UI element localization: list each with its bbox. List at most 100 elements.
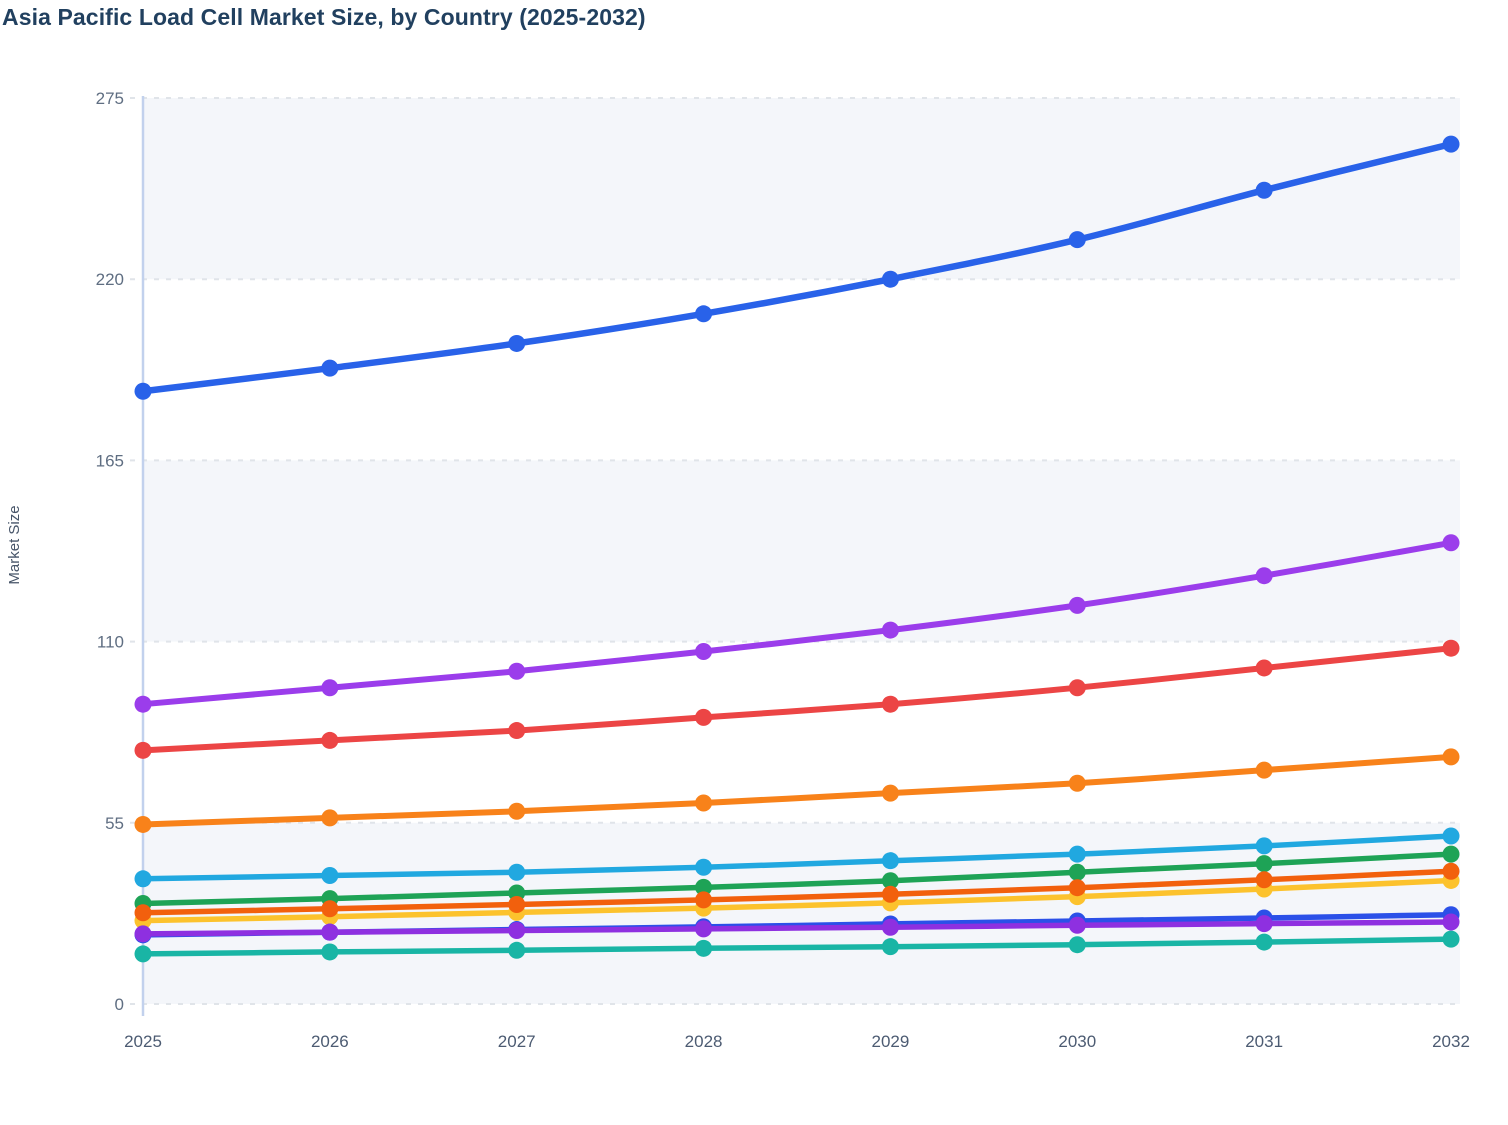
series-series-05-cyan — [134, 827, 1460, 888]
series-series-03-red — [134, 639, 1460, 759]
y-tick-label: 275 — [96, 89, 124, 108]
series-series-11-teal — [134, 930, 1460, 963]
series-01-blue-point-2027[interactable] — [508, 334, 526, 352]
series-04-orange-line — [140, 753, 1454, 828]
series-03-red-point-2030[interactable] — [1068, 679, 1086, 697]
series-07-orange2-line — [140, 868, 1454, 916]
series-series-07-orange2 — [134, 862, 1460, 922]
series-01-blue-point-2029[interactable] — [881, 270, 899, 288]
series-series-02-purple — [134, 534, 1460, 713]
x-tick-label: 2030 — [1058, 1032, 1096, 1051]
series-05-cyan-point-2029[interactable] — [881, 852, 899, 870]
series-03-red-point-2029[interactable] — [881, 695, 899, 713]
series-10-violet-point-2026[interactable] — [321, 923, 339, 941]
series-07-orange2-point-2032[interactable] — [1442, 862, 1460, 880]
series-02-purple-point-2025[interactable] — [134, 695, 152, 713]
series-04-orange-point-2025[interactable] — [134, 815, 152, 833]
series-05-cyan-line — [140, 833, 1454, 882]
series-01-blue-point-2031[interactable] — [1255, 181, 1273, 199]
series-07-orange2-point-2031[interactable] — [1255, 871, 1273, 889]
series-03-red-point-2032[interactable] — [1442, 639, 1460, 657]
series-03-red-point-2026[interactable] — [321, 731, 339, 749]
series-11-teal-point-2030[interactable] — [1068, 936, 1086, 954]
series-10-violet-point-2031[interactable] — [1255, 915, 1273, 933]
series-05-cyan-point-2032[interactable] — [1442, 827, 1460, 845]
series-03-red-point-2028[interactable] — [695, 708, 713, 726]
series-04-orange-point-2029[interactable] — [881, 784, 899, 802]
series-10-violet-point-2028[interactable] — [695, 920, 713, 938]
series-01-blue-point-2026[interactable] — [321, 359, 339, 377]
series-10-violet-point-2029[interactable] — [881, 918, 899, 936]
series-01-blue-point-2025[interactable] — [134, 382, 152, 400]
chart-title: Asia Pacific Load Cell Market Size, by C… — [2, 4, 646, 30]
series-11-teal-point-2027[interactable] — [508, 941, 526, 959]
series-10-violet-point-2032[interactable] — [1442, 913, 1460, 931]
x-tick-label: 2026 — [311, 1032, 349, 1051]
series-01-blue-point-2030[interactable] — [1068, 231, 1086, 249]
x-tick-label: 2025 — [124, 1032, 162, 1051]
series-05-cyan-point-2026[interactable] — [321, 867, 339, 885]
series-07-orange2-point-2025[interactable] — [134, 904, 152, 922]
series-05-cyan-point-2028[interactable] — [695, 858, 713, 876]
gridlines — [130, 97, 1460, 1005]
series-05-cyan-point-2027[interactable] — [508, 863, 526, 881]
series-series-06-green — [134, 845, 1460, 913]
series-03-red-point-2025[interactable] — [134, 741, 152, 759]
series-04-orange-point-2028[interactable] — [695, 794, 713, 812]
series-07-orange2-point-2029[interactable] — [881, 885, 899, 903]
series-04-orange-point-2031[interactable] — [1255, 761, 1273, 779]
series-05-cyan-point-2031[interactable] — [1255, 837, 1273, 855]
series-11-teal-point-2031[interactable] — [1255, 933, 1273, 951]
series-10-violet-point-2025[interactable] — [134, 925, 152, 943]
y-tick-label: 165 — [96, 451, 124, 470]
series-11-teal-point-2028[interactable] — [695, 939, 713, 957]
series-11-teal-point-2029[interactable] — [881, 938, 899, 956]
series-07-orange2-point-2030[interactable] — [1068, 879, 1086, 897]
series-03-red-point-2031[interactable] — [1255, 659, 1273, 677]
y-tick-label: 0 — [115, 995, 124, 1014]
series-01-blue-point-2028[interactable] — [695, 305, 713, 323]
series-02-purple-point-2026[interactable] — [321, 679, 339, 697]
series-06-green-point-2030[interactable] — [1068, 863, 1086, 881]
series-06-green-point-2032[interactable] — [1442, 845, 1460, 863]
series-02-purple-point-2032[interactable] — [1442, 534, 1460, 552]
series-05-cyan-point-2025[interactable] — [134, 870, 152, 888]
series-02-purple-point-2031[interactable] — [1255, 567, 1273, 585]
series-02-purple-point-2030[interactable] — [1068, 596, 1086, 614]
series-03-red-line — [140, 645, 1454, 754]
series-06-green-point-2029[interactable] — [881, 872, 899, 890]
series-11-teal-point-2025[interactable] — [134, 945, 152, 963]
series-series-04-orange — [134, 748, 1460, 833]
series-01-blue-point-2032[interactable] — [1442, 135, 1460, 153]
series-11-teal-point-2026[interactable] — [321, 943, 339, 961]
series-07-orange2-point-2028[interactable] — [695, 891, 713, 909]
series-01-blue-line — [139, 140, 1455, 395]
x-tick-label: 2028 — [685, 1032, 723, 1051]
series-07-orange2-point-2027[interactable] — [508, 896, 526, 914]
series-05-cyan-point-2030[interactable] — [1068, 845, 1086, 863]
series-02-purple-point-2029[interactable] — [881, 621, 899, 639]
series-02-purple-point-2027[interactable] — [508, 662, 526, 680]
y-tick-label: 220 — [96, 270, 124, 289]
series-11-teal-point-2032[interactable] — [1442, 930, 1460, 948]
background-band — [143, 98, 1460, 280]
x-tick-label: 2027 — [498, 1032, 536, 1051]
series-series-10-violet — [134, 913, 1460, 943]
series-07-orange2-point-2026[interactable] — [321, 900, 339, 918]
series-10-violet-line — [140, 919, 1454, 937]
series-10-violet-point-2030[interactable] — [1068, 916, 1086, 934]
series-04-orange-point-2030[interactable] — [1068, 774, 1086, 792]
series-02-purple-point-2028[interactable] — [695, 642, 713, 660]
series-06-green-point-2028[interactable] — [695, 878, 713, 896]
series-04-orange-point-2026[interactable] — [321, 809, 339, 827]
series-10-violet-point-2027[interactable] — [508, 922, 526, 940]
series-06-green-point-2031[interactable] — [1255, 855, 1273, 873]
series-04-orange-point-2032[interactable] — [1442, 748, 1460, 766]
series-03-red-point-2027[interactable] — [508, 722, 526, 740]
x-tick-label: 2032 — [1432, 1032, 1470, 1051]
series-04-orange-point-2027[interactable] — [508, 802, 526, 820]
axis-tick-labels: 0 55 110 165 220 275 2025 2026 2027 2028 2029 2030 2… — [96, 89, 1470, 1051]
series-02-purple-line — [140, 539, 1454, 708]
